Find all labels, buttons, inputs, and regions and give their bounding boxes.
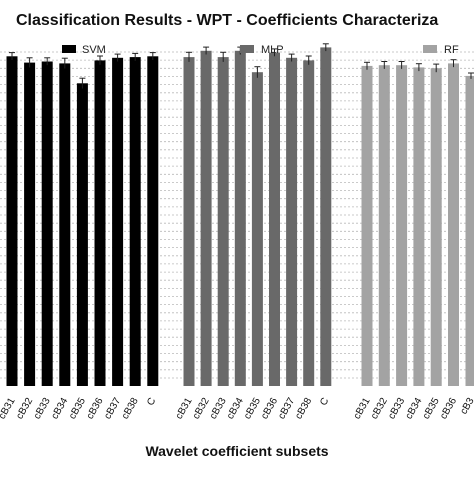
tick-label: cB33: [386, 396, 407, 422]
tick-label: cB31: [352, 396, 373, 422]
bar-mlp-cb33: [218, 57, 229, 386]
bar-svm-cb35: [77, 83, 88, 386]
bar-svm-cb31: [7, 56, 18, 386]
bar-mlp-cb32: [201, 51, 212, 386]
tick-label: cB37: [102, 396, 123, 422]
tick-label: cB32: [369, 396, 390, 422]
bar-svm-cb38: [130, 57, 141, 386]
legend-swatch-rf: [423, 45, 437, 53]
tick-label: cB34: [404, 396, 425, 422]
bar-rf-cb31: [362, 66, 373, 386]
tick-label: cB36: [85, 396, 106, 422]
bar-rf-cb32: [379, 65, 390, 386]
bar-svm-cb34: [59, 63, 70, 386]
bar-mlp-cb36: [269, 53, 280, 386]
legend-label-rf: RF: [444, 44, 459, 56]
x-axis-title: Wavelet coefficient subsets: [145, 443, 328, 459]
bars: [7, 47, 474, 386]
tick-label: cB35: [67, 396, 88, 422]
tick-label: cB34: [49, 396, 70, 422]
bar-svm-cb33: [42, 62, 53, 387]
bar-svm-cb36: [95, 60, 106, 386]
tick-label: cB33: [208, 396, 229, 422]
bar-rf-cb33: [396, 65, 407, 386]
tick-label: C: [318, 396, 331, 408]
bar-mlp-c: [320, 47, 331, 386]
tick-label: cB36: [438, 396, 459, 422]
bar-svm-c: [147, 56, 158, 386]
legend-swatch-mlp: [240, 45, 254, 53]
bar-rf-cb35: [431, 68, 442, 386]
bar-rf-cb36: [448, 63, 459, 386]
tick-label: cB32: [191, 396, 212, 422]
bar-mlp-cb31: [184, 57, 195, 386]
tick-label: cB31: [174, 396, 195, 422]
bar-mlp-cb38: [303, 60, 314, 386]
bar-rf-cb34: [413, 67, 424, 386]
tick-label: cB34: [225, 396, 246, 422]
tick-label: cB35: [421, 396, 442, 422]
tick-label: cB3: [458, 396, 474, 417]
bar-mlp-cb37: [286, 58, 297, 386]
tick-label: cB35: [242, 396, 263, 422]
tick-label: cB36: [259, 396, 280, 422]
tick-label: cB33: [32, 396, 53, 422]
tick-label: cB32: [14, 396, 35, 422]
bar-svm-cb37: [112, 58, 123, 386]
legend-label-svm: SVM: [82, 44, 106, 56]
bar-mlp-cb35: [252, 72, 263, 386]
bar-mlp-cb34: [235, 51, 246, 386]
bar-svm-cb32: [24, 63, 35, 386]
tick-label: cB31: [0, 396, 18, 422]
bar-group3-cb3: [466, 76, 474, 386]
legend-swatch-svm: [62, 45, 76, 53]
legend: SVM MLP RF: [62, 44, 459, 56]
chart-title: Classification Results - WPT - Coefficie…: [16, 12, 438, 29]
tick-label: cB38: [293, 396, 314, 422]
tick-label: cB37: [276, 396, 297, 422]
legend-label-mlp: MLP: [261, 44, 284, 56]
tick-label: cB38: [120, 396, 141, 422]
tick-label: C: [145, 396, 158, 408]
